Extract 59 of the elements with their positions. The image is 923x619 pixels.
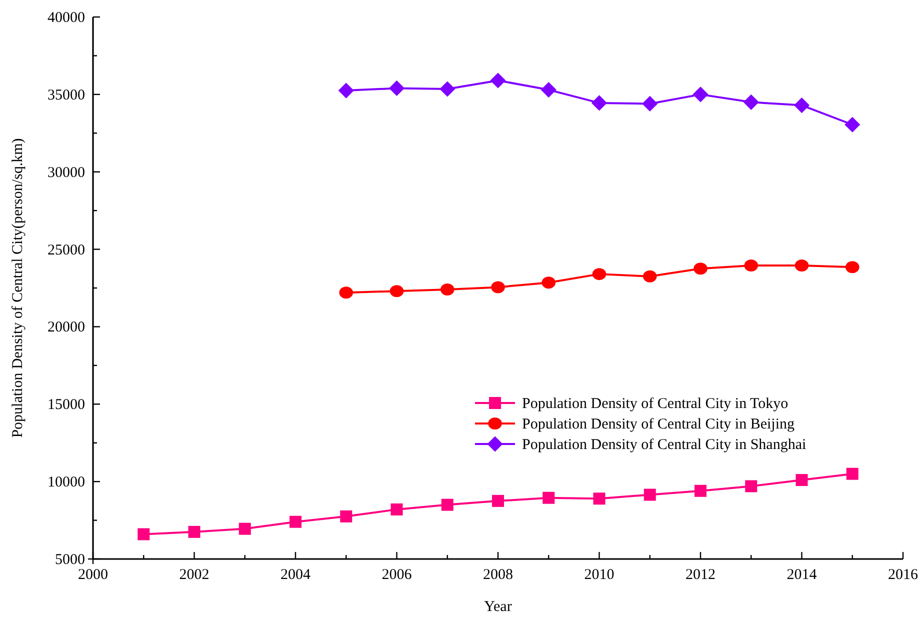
x-tick-label: 2004 [280,567,311,583]
y-axis-title: Population Density of Central City(person/sq.km) [10,138,26,438]
x-tick-label: 2002 [179,567,210,583]
y-tick-label: 25000 [48,242,85,258]
y-tick-label: 5000 [55,552,85,568]
point [794,97,810,114]
legend-label: Population Density of Central City in Tokyo [522,396,788,412]
point [138,528,150,540]
x-tick-label: 2006 [382,567,412,583]
point [745,480,758,492]
x-tick-label: 2000 [78,567,108,583]
y-tick-label: 20000 [48,320,85,336]
point [846,468,858,480]
point [441,498,454,511]
x-axis-title: Year [484,599,512,615]
y-tick-label: 15000 [48,397,85,414]
point [238,522,251,535]
point [338,82,354,98]
point [644,488,656,501]
point [440,81,456,97]
point [593,492,606,505]
y-tick-label: 10000 [48,474,85,491]
legend-label: Population Density of Central City in Beijing [522,416,795,432]
point [692,86,708,102]
point [542,276,556,289]
point [388,80,405,96]
point [390,285,404,298]
point [542,492,555,504]
y-tick-label: 40000 [48,10,85,26]
point [491,281,505,294]
point [490,72,506,88]
point [188,526,200,538]
x-tick-label: 2012 [686,567,716,583]
point [339,286,354,299]
legend-label: Population Density of Central City in Shanghai [522,437,806,453]
point [794,260,809,272]
x-tick-label: 2016 [888,567,918,583]
point [592,268,606,280]
x-tick-label: 2008 [483,567,513,583]
x-tick-label: 2014 [786,567,818,583]
point [694,262,708,275]
point [492,494,504,507]
point [744,260,758,272]
point [440,284,454,296]
point [844,116,860,132]
point [591,95,608,111]
point [642,270,657,282]
point [540,82,556,98]
point [340,510,352,522]
point [694,484,706,497]
x-tick-label: 2010 [584,567,614,583]
point [642,96,658,112]
point [845,261,860,274]
point [390,503,403,516]
y-tick-label: 30000 [48,164,85,181]
point [796,474,808,486]
point [290,516,302,528]
point [743,94,759,110]
y-tick-label: 35000 [48,87,85,104]
